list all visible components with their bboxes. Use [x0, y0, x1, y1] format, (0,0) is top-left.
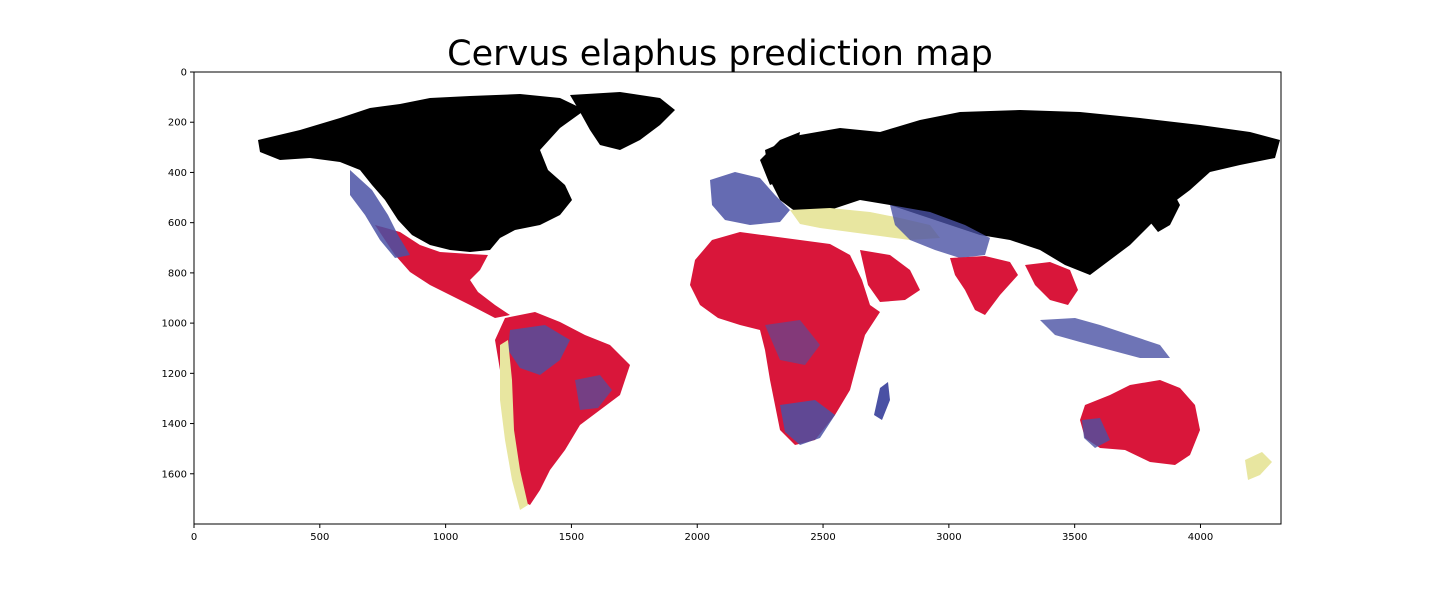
- x-axis: 0 500 1000 1500 2000 2500 3000 3500 4000: [191, 524, 1213, 543]
- x-tick-label: 4000: [1188, 532, 1213, 543]
- west-north-america-fringe: [350, 170, 410, 258]
- south-america-blue: [508, 325, 570, 375]
- x-tick-label: 1000: [433, 532, 458, 543]
- europe-south-region: [710, 172, 790, 225]
- x-tick-label: 500: [310, 532, 329, 543]
- indonesia-region: [1040, 318, 1170, 358]
- x-tick-label: 2000: [685, 532, 710, 543]
- y-tick-label: 600: [168, 218, 187, 229]
- y-tick-label: 1200: [162, 369, 187, 380]
- scandinavia-region: [760, 132, 800, 185]
- y-tick-label: 200: [168, 118, 187, 129]
- north-america-region: [258, 94, 585, 252]
- y-tick-label: 1600: [162, 469, 187, 480]
- y-tick-label: 800: [168, 268, 187, 279]
- plot-frame: [193, 71, 1282, 525]
- south-america-blue-east: [575, 375, 612, 410]
- andes-yellow: [500, 340, 528, 510]
- new-zealand-region: [1245, 452, 1272, 480]
- greenland-region: [570, 92, 675, 150]
- y-tick-label: 400: [168, 168, 187, 179]
- se-asia-region: [1025, 262, 1078, 305]
- australia-region: [1080, 380, 1200, 465]
- x-tick-label: 2500: [810, 532, 835, 543]
- central-america-region: [375, 225, 510, 318]
- x-tick-label: 0: [191, 532, 197, 543]
- y-tick-label: 0: [181, 68, 187, 79]
- africa-blue-central: [765, 320, 820, 365]
- madagascar-region: [874, 382, 890, 420]
- x-tick-label: 3500: [1062, 532, 1087, 543]
- india-region: [950, 256, 1018, 315]
- africa-blue-south: [780, 400, 835, 445]
- japan-region: [1150, 190, 1180, 232]
- y-axis: 0 200 400 600 800 1000 1200 1400 1600: [162, 68, 194, 480]
- y-tick-label: 1000: [162, 319, 187, 330]
- chart-title: Cervus elaphus prediction map: [447, 34, 993, 74]
- prediction-raster: [258, 92, 1280, 510]
- x-tick-label: 3000: [936, 532, 961, 543]
- eurasia-region: [765, 110, 1280, 275]
- australia-blue: [1082, 418, 1110, 448]
- x-tick-label: 1500: [559, 532, 584, 543]
- central-asia-region: [890, 205, 990, 258]
- y-tick-label: 1400: [162, 419, 187, 430]
- arabia-region: [860, 250, 920, 302]
